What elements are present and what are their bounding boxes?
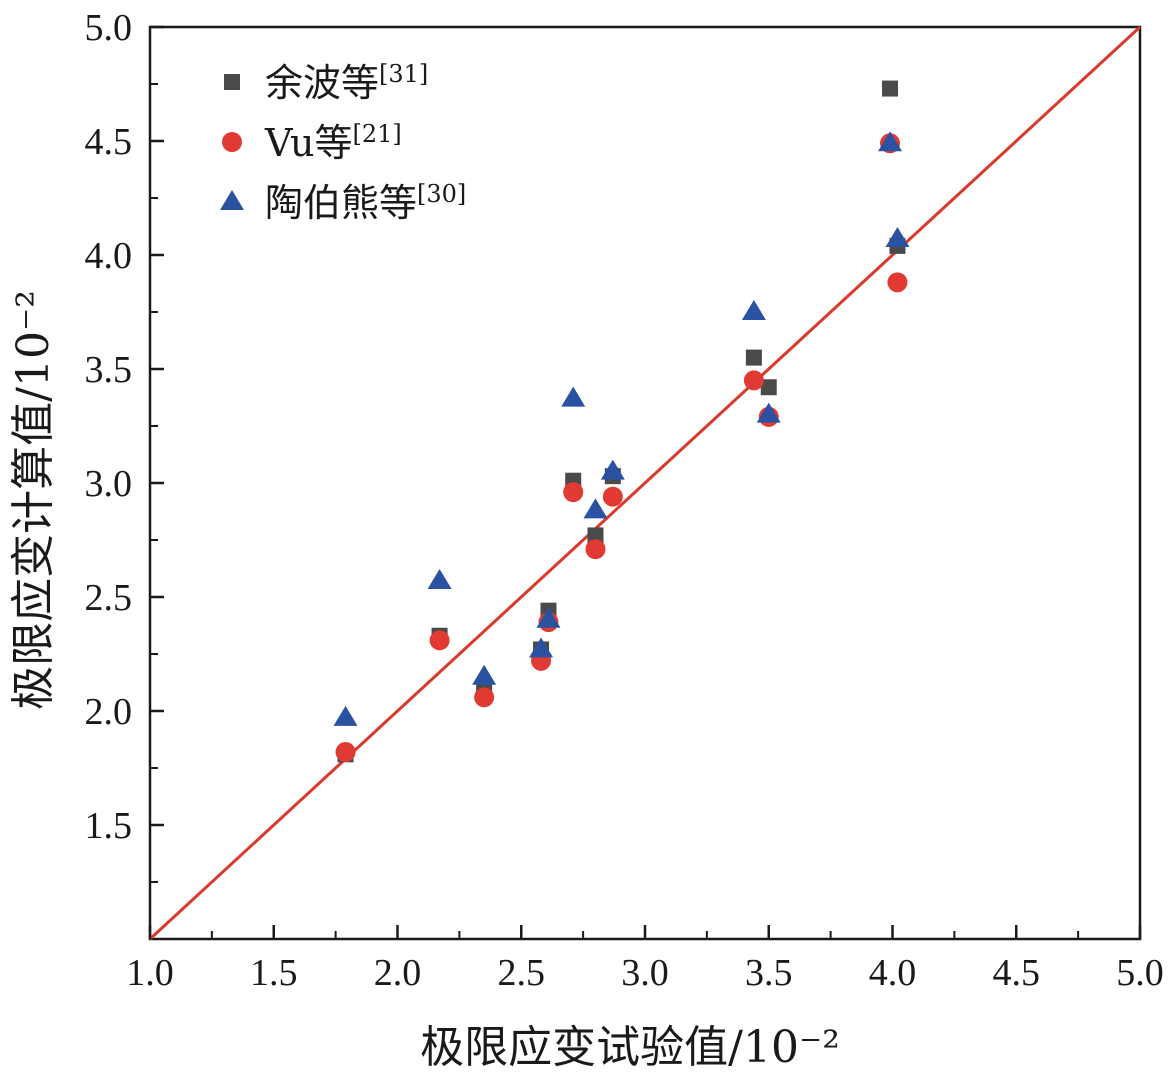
legend-marker-triangle: [220, 190, 244, 210]
data-point-triangle: [536, 607, 561, 628]
data-point-circle: [335, 742, 356, 763]
x-tick-label: 1.0: [126, 952, 174, 994]
data-point-square: [760, 379, 777, 396]
legend-series-name: 陶伯熊等: [265, 181, 417, 225]
series-triangle: [333, 131, 910, 726]
legend-label: Vu等[21]: [264, 120, 402, 165]
data-point-square: [587, 527, 604, 544]
legend-series-name: 余波等: [265, 61, 379, 105]
reference-line-group: [148, 25, 1142, 941]
x-tick-label: 4.5: [993, 952, 1041, 994]
x-axis-ticks: 1.0 1.5 2.0 2.5 3.0 3.5 4.0 4.5 5.0: [126, 925, 1164, 994]
y-tick-label: 3.0: [85, 463, 133, 505]
legend-series-name: Vu等: [264, 121, 353, 165]
legend-reference: [31]: [379, 60, 428, 88]
legend-marker-square: [224, 74, 240, 90]
legend-label: 陶伯熊等[30]: [265, 180, 466, 225]
data-point-circle: [743, 370, 764, 391]
legend: 余波等[31] Vu等[21] 陶伯熊等[30]: [220, 60, 466, 225]
x-tick-label: 2.5: [498, 952, 546, 994]
y-axis-title: 极限应变计算值/10⁻²: [8, 290, 59, 710]
data-point-triangle: [333, 705, 358, 726]
y-tick-label: 2.5: [85, 577, 133, 619]
data-point-square: [745, 349, 762, 366]
data-point-triangle: [427, 569, 452, 590]
data-point-triangle: [561, 386, 586, 407]
x-tick-label: 4.0: [869, 952, 917, 994]
data-point-circle: [602, 486, 623, 507]
data-point-circle: [563, 482, 584, 503]
data-point-circle: [429, 630, 450, 651]
x-axis-title: 极限应变试验值/10⁻²: [420, 1022, 840, 1073]
x-tick-label: 1.5: [250, 952, 298, 994]
data-point-circle: [887, 272, 908, 293]
legend-reference: [30]: [417, 180, 466, 208]
data-point-square: [882, 80, 899, 97]
data-point-circle: [474, 687, 495, 708]
data-point-triangle: [583, 498, 608, 519]
x-tick-label: 3.5: [745, 952, 793, 994]
data-point-triangle: [472, 664, 497, 685]
legend-label: 余波等[31]: [265, 60, 428, 105]
y-tick-label: 4.5: [85, 121, 133, 163]
x-tick-label: 2.0: [374, 952, 422, 994]
data-point-circle: [585, 539, 606, 560]
x-tick-label: 3.0: [621, 952, 669, 994]
data-point-triangle: [756, 402, 781, 423]
series-circle: [335, 133, 908, 763]
y-axis-ticks: 1.5 2.0 2.5 3.0 3.5 4.0 4.5 5.0: [85, 7, 164, 883]
data-point-triangle: [529, 637, 554, 658]
data-marks: [333, 80, 910, 763]
legend-reference: [21]: [353, 120, 402, 148]
y-tick-label: 3.5: [85, 349, 133, 391]
reference-line: [148, 25, 1142, 941]
y-tick-label: 4.0: [85, 235, 133, 277]
data-point-triangle: [741, 300, 766, 320]
data-point-triangle: [600, 459, 625, 480]
y-tick-label: 5.0: [85, 7, 133, 49]
data-point-triangle: [878, 131, 903, 152]
y-tick-label: 1.5: [85, 805, 133, 847]
legend-marker-circle: [222, 132, 242, 152]
y-tick-label: 2.0: [85, 691, 133, 733]
data-point-triangle: [885, 227, 910, 248]
x-tick-label: 5.0: [1116, 952, 1164, 994]
